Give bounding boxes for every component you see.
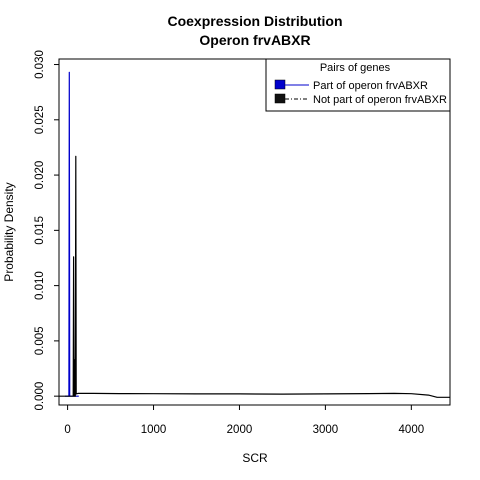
legend-swatch-part-of-operon	[274, 79, 286, 90]
legend-entry-part-of-operon: Part of operon frvABXR	[313, 80, 428, 92]
y-tick-label: 0.015	[34, 216, 46, 245]
series-layer	[59, 71, 450, 398]
legend-entry-not-part-of-operon: Not part of operon frvABXR	[313, 94, 447, 106]
y-axis: 0.000 0.005 0.010 0.015 0.020 0.025 0.030	[34, 50, 59, 411]
legend: Pairs of genes Part of operon frvABXR No…	[265, 58, 451, 112]
legend-swatch-not-part-of-operon	[274, 93, 286, 104]
y-tick-label: 0.025	[34, 105, 46, 134]
plot-frame	[58, 58, 451, 406]
x-axis-label: SCR	[242, 451, 268, 465]
x-axis: 0 1000 2000 3000 4000	[64, 405, 424, 436]
y-tick-label: 0.020	[34, 161, 46, 190]
x-tick-label: 0	[64, 424, 70, 436]
x-tick-label: 1000	[141, 424, 167, 436]
x-tick-label: 4000	[399, 424, 425, 436]
x-tick-label: 3000	[313, 424, 339, 436]
y-tick-label: 0.000	[34, 382, 46, 411]
chart-title-line-1: Coexpression Distribution	[167, 13, 342, 29]
y-tick-label: 0.005	[34, 326, 46, 355]
legend-title: Pairs of genes	[320, 62, 391, 74]
y-axis-label: Probability Density	[2, 182, 16, 281]
y-tick-label: 0.010	[34, 271, 46, 300]
chart-title-line-2: Operon frvABXR	[199, 32, 310, 48]
y-tick-label: 0.030	[34, 50, 46, 79]
series-line-not-part-of-operon	[59, 155, 450, 398]
x-tick-label: 2000	[227, 424, 253, 436]
